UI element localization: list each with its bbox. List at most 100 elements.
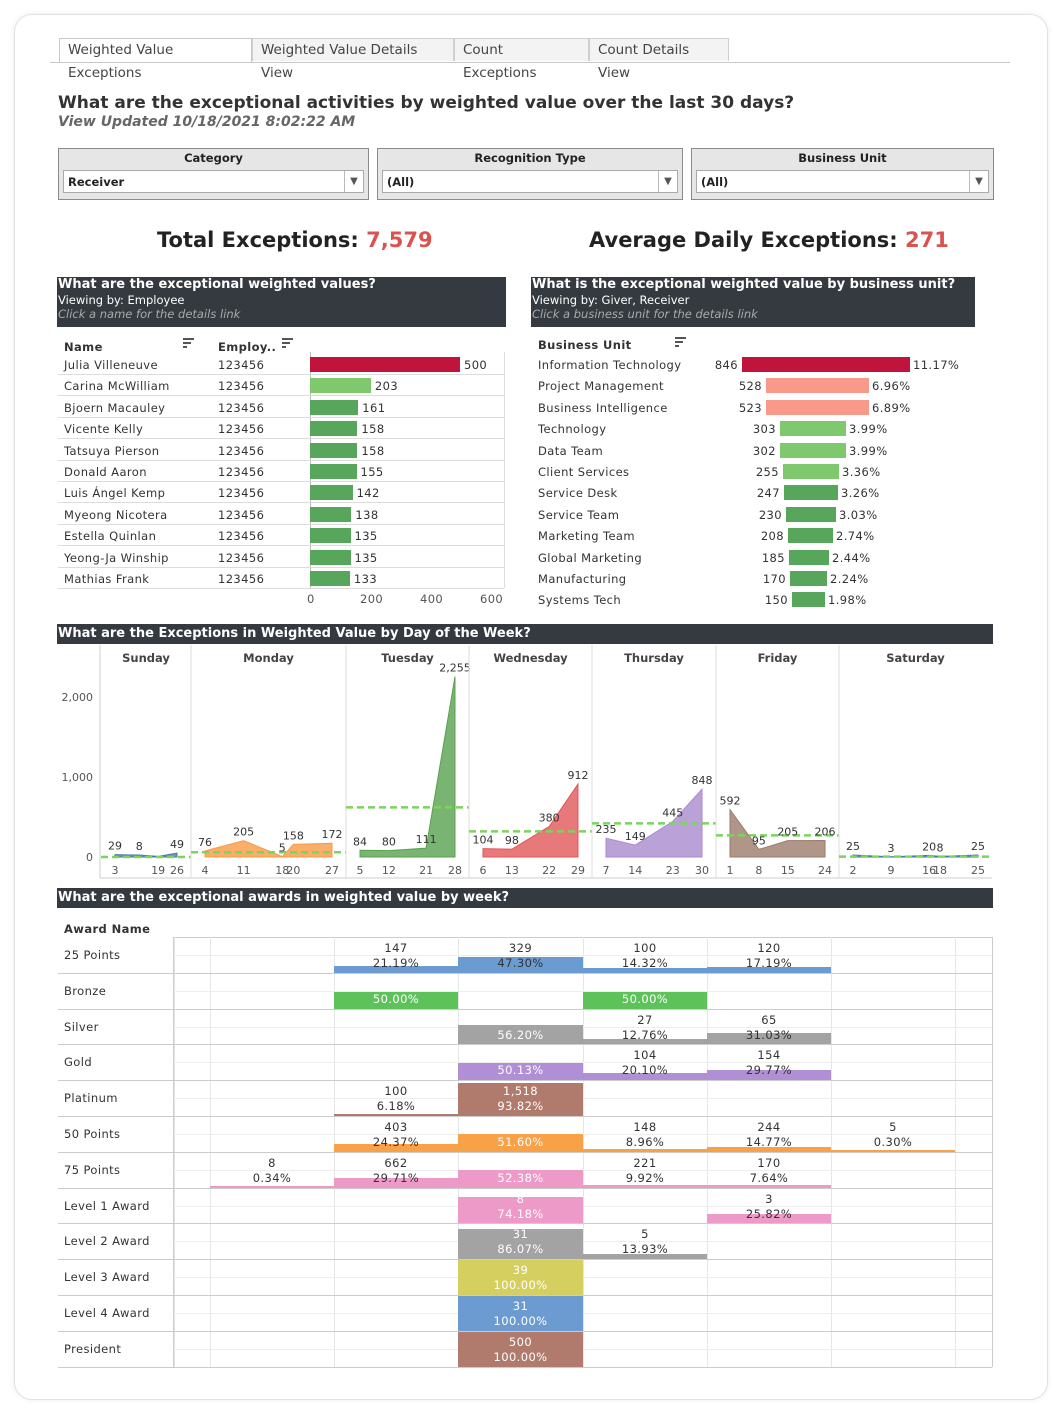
business-unit-link[interactable]: Data Team: [538, 443, 604, 458]
employee-bar[interactable]: [310, 506, 352, 522]
employee-bar[interactable]: [310, 464, 357, 479]
award-cell-bar[interactable]: [458, 956, 583, 973]
award-cell-bar[interactable]: [334, 1114, 458, 1116]
day-area-series[interactable]: [482, 782, 579, 858]
row-midline: [174, 1169, 992, 1171]
award-cell-bar[interactable]: [334, 965, 458, 973]
chevron-down-icon[interactable]: ▼: [658, 171, 677, 192]
employee-bar[interactable]: [310, 485, 353, 501]
tab-count-exceptions[interactable]: Count Exceptions: [454, 38, 589, 81]
business-unit-select[interactable]: (All) ▼: [696, 170, 989, 193]
award-cell-bar[interactable]: [583, 1148, 707, 1152]
business-unit-bar[interactable]: [789, 549, 829, 565]
business-unit-link[interactable]: Project Management: [538, 379, 664, 394]
tab-count-details-view[interactable]: Count Details View: [589, 38, 729, 81]
business-unit-bar[interactable]: [792, 592, 825, 608]
business-unit-bar[interactable]: [780, 421, 846, 437]
business-unit-link[interactable]: Marketing Team: [538, 529, 635, 544]
award-cell-bar[interactable]: [583, 967, 707, 973]
award-cell-bar[interactable]: [707, 966, 831, 973]
employee-name-link[interactable]: Julia Villeneuve: [64, 358, 158, 372]
business-unit-link[interactable]: Global Marketing: [538, 550, 643, 565]
business-unit-link[interactable]: Systems Tech: [538, 593, 622, 608]
employee-name-link[interactable]: Yeong-Ja Winship: [64, 550, 169, 565]
employee-bar[interactable]: [310, 421, 358, 437]
recognition-type-select[interactable]: (All) ▼: [382, 170, 678, 193]
business-unit-link[interactable]: Business Intelligence: [538, 400, 668, 415]
chevron-down-icon[interactable]: ▼: [344, 171, 363, 192]
sort-icon[interactable]: [183, 338, 194, 348]
employee-name-column-header[interactable]: Name: [64, 340, 103, 354]
business-unit-bar[interactable]: [790, 571, 827, 586]
business-unit-link[interactable]: Technology: [538, 422, 607, 437]
award-cell-bar[interactable]: [707, 1033, 831, 1045]
award-cell-bar[interactable]: [583, 1254, 707, 1260]
award-cell-bar[interactable]: [583, 1184, 707, 1188]
employee-bar[interactable]: [310, 357, 460, 372]
award-cell-bar[interactable]: [458, 1133, 583, 1152]
employee-bar[interactable]: [310, 549, 351, 565]
employee-bar[interactable]: [310, 571, 350, 586]
business-unit-bar[interactable]: [788, 528, 833, 544]
business-unit-column-header[interactable]: Business Unit: [538, 338, 632, 352]
award-cell-bar[interactable]: [458, 1295, 583, 1331]
award-cell-bar[interactable]: [334, 991, 458, 1009]
business-unit-bar[interactable]: [786, 506, 836, 522]
business-unit-bar[interactable]: [783, 464, 839, 479]
award-cell-bar[interactable]: [583, 1073, 707, 1081]
employee-name-link[interactable]: Mathias Frank: [64, 572, 150, 586]
chevron-down-icon[interactable]: ▼: [969, 171, 988, 192]
employee-name-link[interactable]: Vicente Kelly: [64, 422, 144, 437]
day-area-series[interactable]: [605, 787, 703, 858]
award-cell-bar[interactable]: [458, 1197, 583, 1224]
business-unit-link[interactable]: Information Technology: [538, 358, 682, 372]
business-unit-bar[interactable]: [784, 485, 838, 501]
award-cell-bar[interactable]: [334, 1177, 458, 1188]
sort-icon[interactable]: [675, 337, 686, 347]
employee-name-link[interactable]: Luis Ángel Kemp: [64, 486, 166, 501]
business-unit-link[interactable]: Client Services: [538, 465, 630, 479]
business-unit-link[interactable]: Service Team: [538, 507, 620, 522]
award-cell-bar[interactable]: [458, 1083, 583, 1116]
award-cell-bar[interactable]: [707, 1146, 831, 1152]
employee-name-link[interactable]: Carina McWilliam: [64, 379, 170, 394]
award-cell-bar[interactable]: [458, 1063, 583, 1081]
award-cell-bar[interactable]: [458, 1331, 583, 1367]
day-area-series[interactable]: [729, 808, 826, 858]
day-area-series[interactable]: [204, 840, 333, 858]
category-select[interactable]: Receiver ▼: [63, 170, 364, 193]
tab-weighted-value-details-view[interactable]: Weighted Value Details View: [252, 38, 454, 81]
award-cell-bar[interactable]: [458, 1169, 583, 1188]
employee-bar[interactable]: [310, 442, 358, 458]
employee-name-link[interactable]: Bjoern Macauley: [64, 400, 166, 415]
award-cell-bar[interactable]: [831, 1149, 955, 1152]
award-cell-bar[interactable]: [583, 1039, 707, 1045]
award-cell-bar[interactable]: [583, 991, 707, 1009]
employee-id-column-header[interactable]: Employ..: [218, 340, 277, 354]
employee-bar[interactable]: [310, 399, 359, 415]
employee-name-link[interactable]: Tatsuya Pierson: [64, 443, 160, 458]
sort-icon[interactable]: [282, 338, 293, 348]
award-cell-bar[interactable]: [707, 1214, 831, 1224]
day-area-series[interactable]: [852, 854, 979, 858]
employee-bar[interactable]: [310, 378, 371, 394]
employee-name-link[interactable]: Estella Quinlan: [64, 529, 157, 544]
business-unit-bar[interactable]: [780, 442, 846, 458]
award-cell-bar[interactable]: [707, 1184, 831, 1188]
business-unit-bar[interactable]: [766, 378, 869, 394]
award-cell-bar[interactable]: [334, 1143, 458, 1152]
tab-weighted-value-exceptions[interactable]: Weighted Value Exceptions: [59, 38, 252, 81]
day-area-series[interactable]: [359, 676, 456, 858]
business-unit-link[interactable]: Manufacturing: [538, 572, 627, 586]
award-cell-bar[interactable]: [458, 1229, 583, 1260]
award-cell-bar[interactable]: [210, 1185, 334, 1188]
employee-name-link[interactable]: Donald Aaron: [64, 465, 147, 479]
business-unit-link[interactable]: Service Desk: [538, 486, 618, 501]
employee-bar[interactable]: [310, 528, 351, 544]
award-cell-bar[interactable]: [458, 1025, 583, 1045]
award-cell-bar[interactable]: [707, 1070, 831, 1081]
business-unit-bar[interactable]: [766, 399, 869, 415]
employee-name-link[interactable]: Myeong Nicotera: [64, 507, 168, 522]
award-cell-bar[interactable]: [458, 1260, 583, 1295]
business-unit-bar[interactable]: [742, 357, 910, 372]
